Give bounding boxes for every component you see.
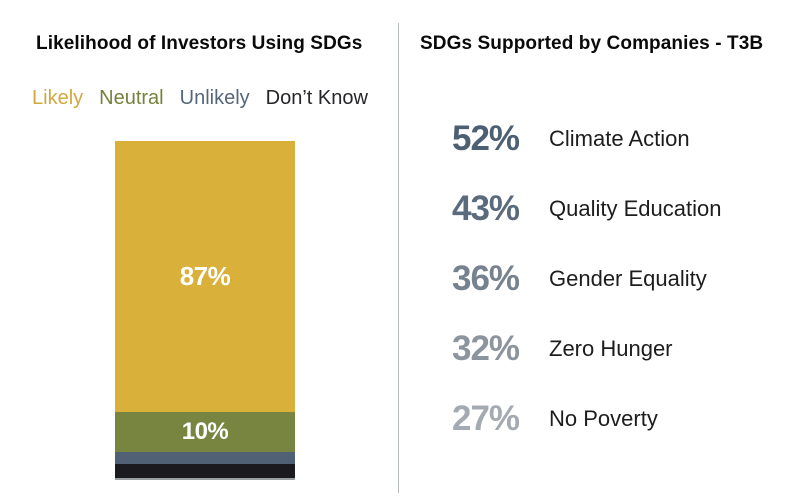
list-item: 52% Climate Action	[452, 104, 721, 174]
legend-item-neutral: Neutral	[99, 87, 164, 109]
bar-segment-unlikely	[115, 452, 295, 464]
bar-segment-dont-know	[115, 464, 295, 478]
legend-item-dont-know: Don’t Know	[265, 87, 368, 109]
bar-segment-neutral: 10%	[115, 412, 295, 452]
list-item: 36% Gender Equality	[452, 244, 721, 314]
bar-segment-neutral-label: 10%	[181, 418, 229, 445]
sdg-value: 43%	[452, 189, 520, 228]
list-item: 27% No Poverty	[452, 384, 721, 454]
sdg-value: 27%	[452, 399, 520, 438]
panel-divider	[398, 23, 399, 493]
bar-chart-legend: Likely Neutral Unlikely Don’t Know	[32, 87, 368, 110]
sdg-value: 32%	[452, 329, 520, 368]
sdg-label: No Poverty	[549, 406, 658, 431]
sdg-value: 36%	[452, 259, 520, 298]
legend-item-likely: Likely	[32, 87, 84, 109]
list-item: 43% Quality Education	[452, 174, 721, 244]
left-chart-title: Likelihood of Investors Using SDGs	[36, 33, 363, 54]
legend-item-unlikely: Unlikely	[179, 87, 250, 109]
bar-segment-likely: 87%	[115, 141, 295, 412]
right-chart-title: SDGs Supported by Companies - T3B	[420, 33, 764, 54]
stacked-bar: 87% 10%	[115, 141, 295, 480]
list-item: 32% Zero Hunger	[452, 314, 721, 384]
sdg-label: Gender Equality	[549, 266, 707, 291]
bar-segment-likely-label: 87%	[179, 261, 231, 291]
sdg-label: Zero Hunger	[549, 336, 673, 361]
sdg-label: Quality Education	[549, 196, 722, 221]
sdg-label: Climate Action	[549, 126, 690, 151]
sdg-list: 52% Climate Action 43% Quality Education…	[452, 104, 721, 454]
sdg-value: 52%	[452, 119, 520, 158]
